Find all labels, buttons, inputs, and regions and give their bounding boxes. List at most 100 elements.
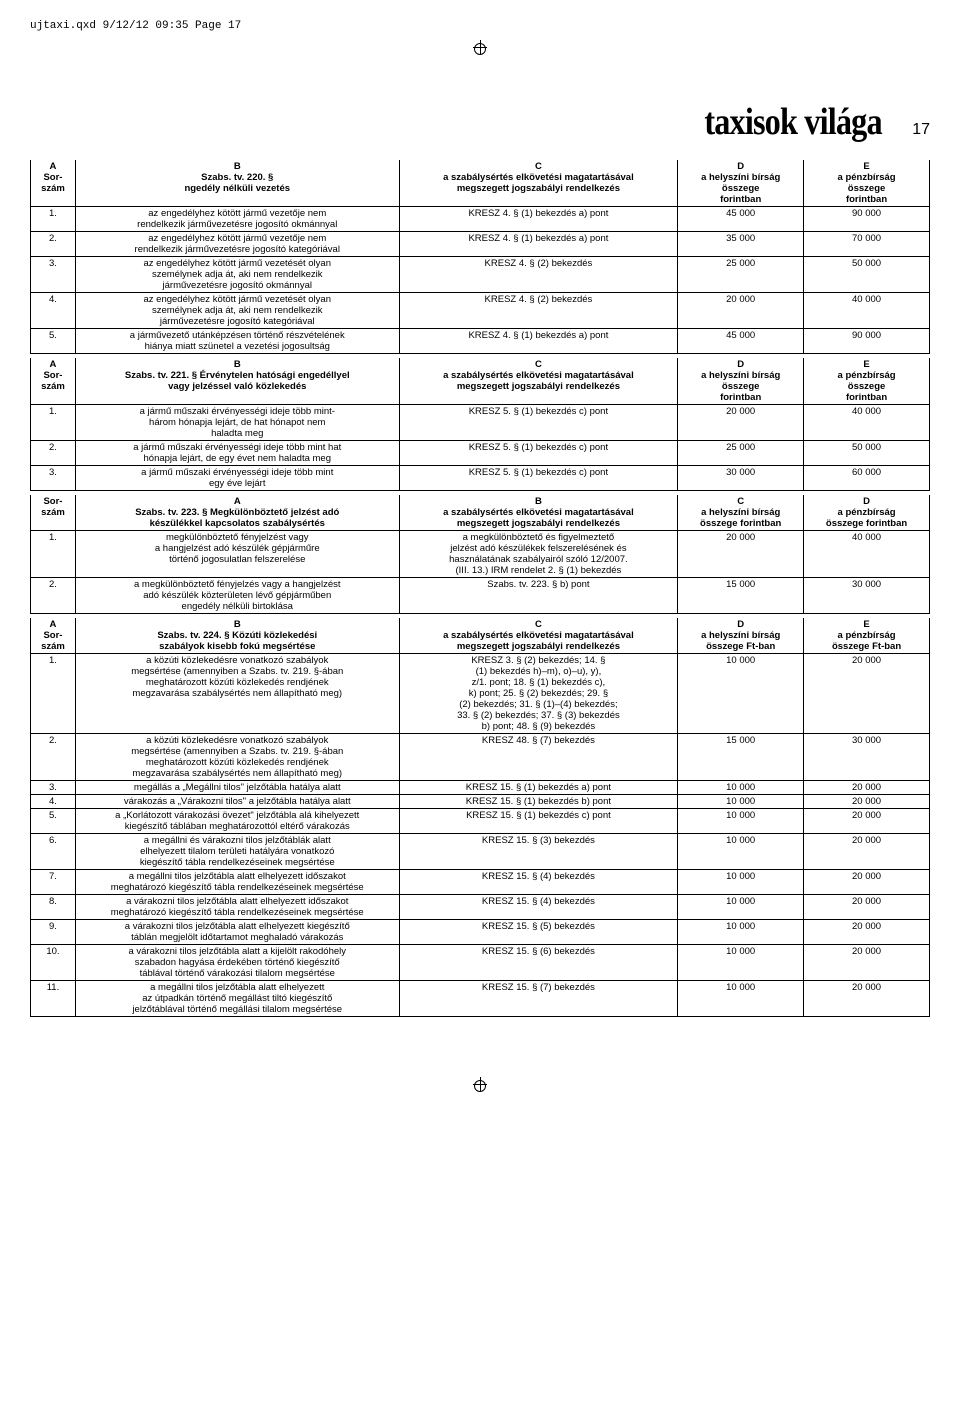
cell: 3. — [31, 781, 76, 795]
cell: a megkülönböztető fényjelzés vagy a hang… — [75, 578, 399, 614]
cell: 11. — [31, 981, 76, 1017]
cell: KRESZ 5. § (1) bekezdés c) pont — [399, 405, 678, 441]
cell: 10 000 — [678, 895, 804, 920]
cell: 40 000 — [804, 293, 930, 329]
cell: megkülönböztető fényjelzést vagya hangje… — [75, 531, 399, 578]
cell: a „Korlátozott várakozási övezet" jelzőt… — [75, 809, 399, 834]
cell: várakozás a „Várakozni tilos" a jelzőtáb… — [75, 795, 399, 809]
cell: a megállni tilos jelzőtábla alatt elhely… — [75, 981, 399, 1017]
cell: Szabs. tv. 223. § b) pont — [399, 578, 678, 614]
cell: 20 000 — [804, 654, 930, 734]
table-223: Sor-szám ASzabs. tv. 223. § Megkülönbözt… — [30, 495, 930, 614]
cell: 60 000 — [804, 466, 930, 491]
cell: a jármű műszaki érvényességi ideje több … — [75, 441, 399, 466]
cell: 20 000 — [804, 795, 930, 809]
page-title-row: taxisok világa 17 — [30, 100, 930, 144]
cell: 8. — [31, 895, 76, 920]
cell: a jármű műszaki érvényességi ideje több … — [75, 405, 399, 441]
cell: 4. — [31, 293, 76, 329]
t2-hD: Da helyszíni bírságösszegeforintban — [678, 358, 804, 405]
table-221: ASor-szám BSzabs. tv. 221. § Érvénytelen… — [30, 358, 930, 491]
cell: KRESZ 15. § (1) bekezdés c) pont — [399, 809, 678, 834]
cell: KRESZ 4. § (1) bekezdés a) pont — [399, 207, 678, 232]
t4-hE: Ea pénzbírságösszege Ft-ban — [804, 618, 930, 654]
cell: 20 000 — [804, 981, 930, 1017]
t1-hE: Ea pénzbírságösszegeforintban — [804, 160, 930, 207]
cell: 3. — [31, 257, 76, 293]
cell: 5. — [31, 329, 76, 354]
cell: 7. — [31, 870, 76, 895]
t4-hD: Da helyszíni bírságösszege Ft-ban — [678, 618, 804, 654]
cell: 20 000 — [678, 293, 804, 329]
cell: 30 000 — [804, 578, 930, 614]
cell: a megállni és várakozni tilos jelzőtáblá… — [75, 834, 399, 870]
cell: 50 000 — [804, 441, 930, 466]
cell: az engedélyhez kötött jármű vezetését ol… — [75, 257, 399, 293]
cell: KRESZ 15. § (7) bekezdés — [399, 981, 678, 1017]
cell: 10 000 — [678, 809, 804, 834]
file-header: ujtaxi.qxd 9/12/12 09:35 Page 17 — [30, 20, 930, 32]
cell: a jármű műszaki érvényességi ideje több … — [75, 466, 399, 491]
cell: KRESZ 15. § (3) bekezdés — [399, 834, 678, 870]
cell: 2. — [31, 232, 76, 257]
cell: 5. — [31, 809, 76, 834]
cell: 10 000 — [678, 654, 804, 734]
t2-hE: Ea pénzbírságösszegeforintban — [804, 358, 930, 405]
registration-mark-top — [30, 40, 930, 60]
t1-hA: ASor-szám — [31, 160, 76, 207]
cell: 90 000 — [804, 207, 930, 232]
cell: 30 000 — [804, 734, 930, 781]
t4-hA: ASor-szám — [31, 618, 76, 654]
cell: 9. — [31, 920, 76, 945]
cell: 1. — [31, 654, 76, 734]
cell: 10 000 — [678, 870, 804, 895]
cell: a közúti közlekedésre vonatkozó szabályo… — [75, 734, 399, 781]
t2-hA: ASor-szám — [31, 358, 76, 405]
cell: a közúti közlekedésre vonatkozó szabályo… — [75, 654, 399, 734]
cell: KRESZ 4. § (1) bekezdés a) pont — [399, 232, 678, 257]
cell: KRESZ 15. § (4) bekezdés — [399, 895, 678, 920]
cell: 50 000 — [804, 257, 930, 293]
cell: 10 000 — [678, 834, 804, 870]
cell: 20 000 — [804, 809, 930, 834]
cell: 10 000 — [678, 945, 804, 981]
cell: 2. — [31, 734, 76, 781]
cell: 20 000 — [678, 405, 804, 441]
cell: KRESZ 5. § (1) bekezdés c) pont — [399, 441, 678, 466]
t2-hB: BSzabs. tv. 221. § Érvénytelen hatósági … — [75, 358, 399, 405]
cell: 10 000 — [678, 781, 804, 795]
t4-hC: Ca szabálysértés elkövetési magatartásáv… — [399, 618, 678, 654]
cell: 2. — [31, 441, 76, 466]
cell: KRESZ 4. § (1) bekezdés a) pont — [399, 329, 678, 354]
t1-hD: Da helyszíni bírságösszegeforintban — [678, 160, 804, 207]
cell: a várakozni tilos jelzőtábla alatt a kij… — [75, 945, 399, 981]
cell: megállás a „Megállni tilos" jelzőtábla h… — [75, 781, 399, 795]
t1-hC: Ca szabálysértés elkövetési magatartásáv… — [399, 160, 678, 207]
cell: KRESZ 5. § (1) bekezdés c) pont — [399, 466, 678, 491]
cell: az engedélyhez kötött jármű vezetője nem… — [75, 207, 399, 232]
cell: 6. — [31, 834, 76, 870]
cell: KRESZ 3. § (2) bekezdés; 14. §(1) bekezd… — [399, 654, 678, 734]
cell: 15 000 — [678, 734, 804, 781]
cell: 20 000 — [804, 920, 930, 945]
cell: 45 000 — [678, 207, 804, 232]
cell: 20 000 — [804, 945, 930, 981]
t3-hB: ASzabs. tv. 223. § Megkülönböztető jelzé… — [75, 495, 399, 531]
cell: 20 000 — [804, 781, 930, 795]
cell: 25 000 — [678, 441, 804, 466]
cell: KRESZ 4. § (2) bekezdés — [399, 293, 678, 329]
cell: 90 000 — [804, 329, 930, 354]
cell: 1. — [31, 531, 76, 578]
magazine-title: taxisok világa — [705, 100, 882, 144]
t3-hE: Da pénzbírságösszege forintban — [804, 495, 930, 531]
cell: 1. — [31, 207, 76, 232]
cell: 25 000 — [678, 257, 804, 293]
cell: 45 000 — [678, 329, 804, 354]
cell: 40 000 — [804, 531, 930, 578]
cell: 20 000 — [804, 895, 930, 920]
cell: 40 000 — [804, 405, 930, 441]
cell: 70 000 — [804, 232, 930, 257]
cell: 2. — [31, 578, 76, 614]
cell: KRESZ 15. § (1) bekezdés b) pont — [399, 795, 678, 809]
cell: a várakozni tilos jelzőtábla alatt elhel… — [75, 920, 399, 945]
